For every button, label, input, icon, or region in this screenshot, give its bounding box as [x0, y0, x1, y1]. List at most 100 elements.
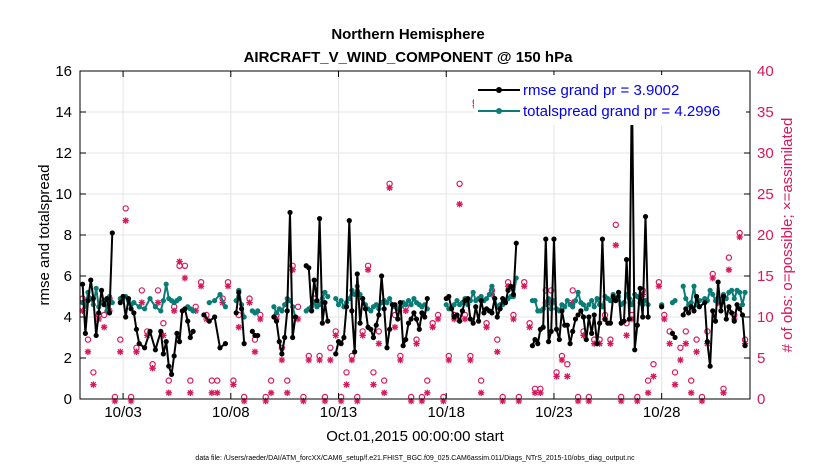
- rmse-point: [510, 291, 517, 298]
- obs-assimilated-marker: [445, 356, 453, 364]
- rmse-point: [98, 287, 105, 293]
- rmse-point: [273, 318, 280, 324]
- rmse-point: [726, 304, 732, 310]
- rmse-point: [688, 304, 694, 310]
- y-tick-label: 10: [55, 186, 72, 203]
- obs-assimilated-marker: [440, 397, 447, 405]
- obs-assimilated-marker: [650, 373, 657, 380]
- obs-assimilated-marker: [736, 233, 743, 241]
- y2-tick-label: 10: [757, 309, 774, 326]
- rmse-point: [551, 236, 557, 242]
- rmse-point: [413, 316, 420, 322]
- totalspread-point: [212, 298, 218, 304]
- legend: rmse grand pr = 3.9002 totalspread grand…: [474, 75, 746, 125]
- obs-assimilated-marker: [370, 381, 377, 388]
- obs-assimilated-marker: [467, 356, 474, 364]
- obs-possible-marker: [424, 377, 431, 384]
- obs-assimilated-marker: [375, 340, 383, 347]
- rmse-point: [454, 312, 460, 318]
- rmse-point: [384, 345, 390, 351]
- rmse-point: [449, 306, 455, 312]
- obs-assimilated-marker: [144, 332, 151, 339]
- rmse-point: [236, 289, 242, 295]
- rmse-point: [284, 308, 290, 314]
- rmse-point: [241, 341, 247, 347]
- obs-possible-marker: [650, 361, 657, 368]
- totalspread-point: [483, 295, 490, 302]
- totalspread-point: [586, 302, 592, 308]
- x-tick-label: 10/23: [535, 404, 573, 421]
- rmse-point: [93, 332, 99, 339]
- rmse-point: [535, 341, 541, 347]
- rmse-point: [731, 318, 737, 324]
- obs-assimilated-marker: [214, 389, 221, 396]
- rmse-point: [123, 314, 129, 320]
- obs-assimilated-marker: [655, 283, 663, 290]
- obs-assimilated-marker: [682, 340, 690, 347]
- obs-assimilated-marker: [617, 397, 625, 405]
- obs-assimilated-marker: [714, 299, 722, 306]
- obs-possible-marker: [494, 336, 501, 343]
- rmse-point: [357, 320, 363, 326]
- obs-possible-marker: [644, 377, 652, 384]
- rmse-point: [497, 306, 503, 312]
- y2-axis-label: # of obs: o=possible; ×=assimilated: [779, 118, 796, 353]
- obs-assimilated-marker: [456, 201, 463, 208]
- obs-assimilated-marker: [558, 356, 566, 364]
- totalspread-point: [478, 293, 484, 300]
- y2-tick-label: 30: [757, 145, 774, 162]
- obs-possible-marker: [687, 377, 695, 384]
- obs-assimilated-marker: [504, 283, 512, 290]
- totalspread-point: [688, 300, 694, 306]
- rmse-point: [615, 289, 622, 295]
- totalspread-point: [279, 308, 285, 314]
- rmse-point: [276, 339, 282, 345]
- rmse-point: [597, 320, 603, 326]
- obs-assimilated-marker: [165, 389, 172, 396]
- obs-assimilated-marker: [138, 299, 146, 306]
- rmse-point: [575, 312, 581, 318]
- totalspread-point: [316, 302, 323, 308]
- rmse-point: [212, 314, 218, 320]
- obs-possible-marker: [284, 377, 291, 384]
- rmse-point: [465, 295, 471, 302]
- x-axis-label: Oct.01,2015 00:00:00 start: [326, 428, 504, 445]
- y2-tick-label: 20: [757, 227, 774, 244]
- totalspread-point: [373, 302, 379, 308]
- obs-possible-marker: [160, 320, 167, 327]
- y-tick-label: 6: [64, 268, 72, 285]
- obs-assimilated-marker: [332, 332, 339, 339]
- rmse-point: [79, 281, 86, 287]
- obs-assimilated-marker: [187, 389, 194, 396]
- totalspread-point: [176, 295, 183, 302]
- obs-possible-marker: [138, 287, 146, 294]
- rmse-point: [163, 339, 169, 345]
- obs-assimilated-marker: [364, 266, 372, 273]
- rmse-point: [109, 230, 115, 236]
- y2-tick-label: 15: [757, 268, 774, 285]
- rmse-point: [494, 314, 500, 320]
- rmse-point: [737, 306, 743, 312]
- obs-assimilated-marker: [585, 397, 593, 405]
- rmse-point: [642, 213, 649, 220]
- rmse-point: [125, 295, 132, 302]
- rmse-point: [176, 339, 183, 345]
- y-axis-label: rmse and totalspread: [36, 165, 53, 306]
- obs-possible-marker: [294, 303, 302, 310]
- obs-assimilated-marker: [316, 356, 323, 364]
- rmse-point: [85, 298, 91, 304]
- footer-data-file: data file: /Users/raeder/DAI/ATM_forcXX/…: [195, 455, 635, 462]
- rmse-point: [106, 310, 113, 316]
- rmse-point: [290, 334, 296, 341]
- obs-assimilated-marker: [84, 348, 92, 355]
- rmse-point: [470, 320, 476, 326]
- rmse-point: [341, 334, 347, 341]
- obs-assimilated-marker: [284, 389, 291, 396]
- obs-possible-marker: [84, 336, 92, 343]
- obs-assimilated-marker: [359, 332, 366, 339]
- rmse-point: [742, 343, 748, 349]
- rmse-point: [201, 312, 207, 318]
- rmse-point: [376, 312, 382, 318]
- obs-possible-marker: [100, 311, 108, 319]
- rmse-point: [190, 328, 196, 334]
